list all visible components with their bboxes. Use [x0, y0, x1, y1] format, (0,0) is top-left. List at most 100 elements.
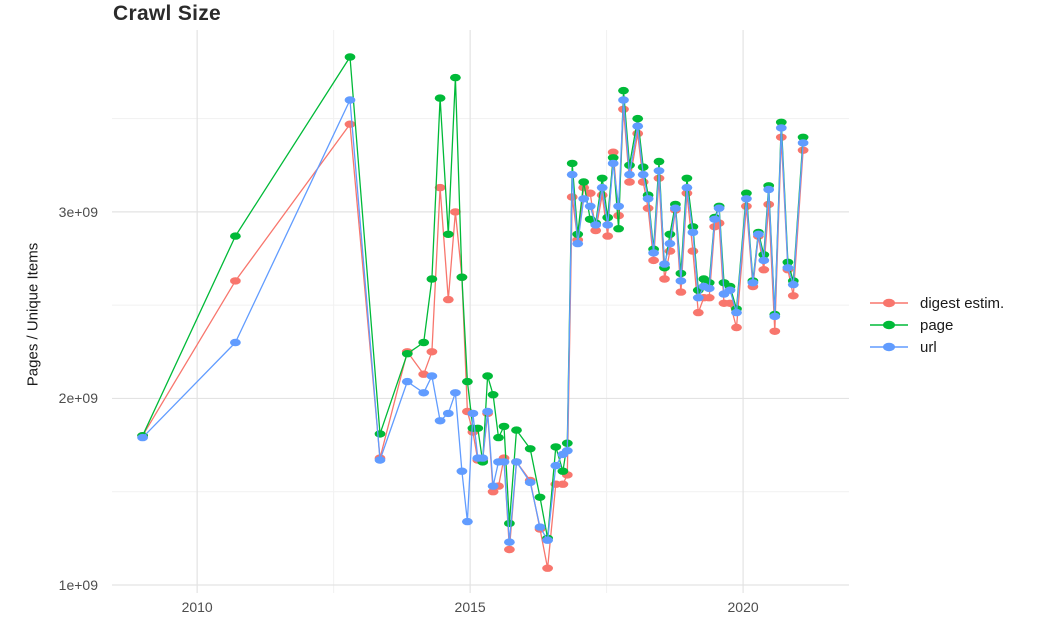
data-point-url [504, 538, 515, 546]
data-point-digest-estim- [602, 232, 614, 240]
data-point-page [775, 118, 787, 127]
data-point-page [482, 372, 493, 380]
data-point-digest-estim- [687, 247, 699, 255]
data-point-url [724, 286, 736, 294]
data-point-digest-estim- [769, 327, 781, 335]
data-point-page [487, 391, 499, 399]
data-point-digest-estim- [731, 323, 742, 332]
series-line-digest-estim- [142, 108, 804, 569]
data-point-url [374, 456, 386, 464]
data-point-url [624, 170, 635, 179]
legend-entry: page [868, 314, 1004, 336]
data-point-digest-estim- [692, 308, 704, 317]
data-point-url [675, 277, 687, 285]
data-point-url [797, 139, 809, 147]
data-point-url [534, 523, 546, 531]
data-point-url [713, 204, 725, 212]
data-point-url [344, 96, 356, 104]
data-point-url [467, 409, 479, 418]
data-point-page [344, 53, 356, 61]
data-point-page [618, 86, 629, 95]
data-point-digest-estim- [596, 191, 608, 199]
data-point-url [584, 202, 596, 210]
data-point-page [418, 338, 430, 347]
data-point-url [659, 260, 670, 268]
data-point-page [607, 154, 619, 162]
data-point-url [787, 280, 799, 289]
data-point-url [637, 170, 649, 179]
data-point-url [401, 377, 413, 386]
data-point-url [642, 195, 654, 203]
data-point-digest-estim- [763, 200, 775, 209]
data-point-digest-estim- [607, 148, 619, 156]
x-tick-label: 2010 [181, 599, 213, 615]
data-point-page [557, 467, 569, 475]
data-point-page [566, 159, 578, 168]
data-point-page [797, 133, 809, 141]
data-point-page [613, 225, 624, 233]
series-line-url [142, 99, 804, 543]
x-tick-label: 2015 [454, 599, 486, 615]
data-point-url [482, 407, 493, 416]
data-point-digest-estim- [758, 266, 770, 274]
data-point-url [741, 195, 752, 203]
data-point-url [782, 264, 794, 272]
data-point-url [747, 279, 759, 287]
data-point-page [504, 519, 515, 528]
data-point-page [664, 230, 676, 238]
data-point-url [753, 230, 764, 238]
data-point-url [687, 228, 699, 237]
x-tick-label: 2020 [727, 599, 759, 615]
y-tick-label: 2e+09 [58, 390, 98, 407]
data-point-url [524, 478, 536, 487]
legend-entry: url [868, 336, 1004, 358]
data-point-digest-estim- [659, 275, 670, 283]
data-point-digest-estim- [642, 204, 654, 212]
data-point-page [632, 114, 644, 123]
data-point-page [741, 189, 752, 197]
data-point-url [590, 221, 602, 229]
data-point-page [462, 377, 473, 386]
data-point-url [450, 389, 461, 397]
data-point-url [498, 458, 510, 466]
data-point-digest-estim- [487, 488, 499, 496]
data-point-page [493, 433, 504, 442]
data-point-digest-estim- [648, 256, 659, 265]
data-point-url [769, 312, 781, 321]
data-point-url [462, 517, 473, 526]
data-point-url [648, 249, 659, 257]
legend-label: digest estim. [920, 294, 1005, 312]
data-point-digest-estim- [434, 183, 446, 192]
chart-title: Crawl Size [113, 2, 222, 25]
data-point-url [442, 409, 454, 418]
data-point-url [758, 256, 770, 265]
data-point-url [681, 183, 693, 192]
data-point-page [456, 273, 468, 281]
data-point-page [374, 430, 386, 438]
data-point-url [456, 467, 468, 475]
data-point-page [534, 493, 546, 501]
y-tick-label: 1e+09 [58, 576, 98, 593]
data-point-url [596, 183, 608, 192]
legend-key-icon [870, 342, 908, 352]
data-point-page [624, 161, 635, 169]
data-point-digest-estim- [418, 370, 430, 378]
data-point-page [687, 223, 699, 231]
data-point-page [442, 230, 454, 238]
legend-key-icon [870, 298, 908, 308]
data-point-url [664, 239, 676, 248]
y-tick-label: 3e+09 [58, 203, 98, 220]
data-point-url [613, 202, 624, 210]
data-point-url [709, 215, 721, 223]
data-point-url [230, 338, 241, 347]
data-point-url [632, 122, 644, 130]
data-point-digest-estim- [442, 295, 454, 304]
data-point-digest-estim- [584, 189, 596, 197]
legend-label: url [920, 338, 937, 356]
data-point-url [653, 167, 665, 175]
data-point-digest-estim- [450, 208, 461, 216]
data-point-digest-estim- [703, 294, 715, 302]
data-point-page [511, 426, 522, 434]
data-point-page [637, 163, 649, 171]
